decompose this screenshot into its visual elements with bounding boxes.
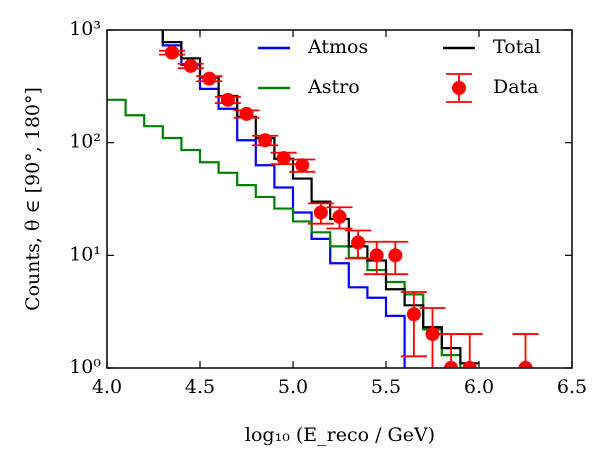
y-tick-label: 10¹ [69, 243, 101, 265]
legend-label: Data [493, 76, 539, 98]
data-point [388, 248, 403, 263]
step-line [161, 30, 406, 368]
data-point [258, 133, 273, 148]
y-axis-label: Counts, θ ∈ [90°, 180°] [22, 87, 44, 311]
data-point [351, 235, 366, 250]
plot-area [107, 30, 539, 368]
x-tick-label: 6.0 [464, 376, 494, 398]
data-point [276, 151, 291, 166]
data-point [202, 71, 217, 86]
data-point [239, 106, 254, 121]
data-point [165, 45, 180, 60]
x-tick-label: 4.5 [185, 376, 215, 398]
y-tick-label: 10⁰ [69, 356, 101, 378]
data-point [295, 158, 310, 173]
y-tick-label: 10² [69, 131, 101, 153]
data-point [518, 361, 533, 368]
data-point [183, 58, 198, 73]
axes-frame [106, 29, 573, 369]
legend-label: Astro [307, 76, 360, 98]
data-point [369, 248, 384, 263]
x-tick-label: 6.5 [557, 376, 587, 398]
data-point [332, 209, 347, 224]
x-tick-label: 4.0 [92, 376, 122, 398]
data-point [444, 361, 459, 368]
data-point [425, 327, 440, 342]
y-tick-label: 10³ [69, 18, 101, 40]
x-tick-label: 5.5 [371, 376, 401, 398]
legend-label: Atmos [307, 36, 368, 58]
data-point [220, 92, 235, 107]
legend-marker [452, 81, 466, 95]
data-point [313, 205, 328, 220]
x-tick-label: 5.0 [278, 376, 308, 398]
data-point [462, 361, 477, 368]
step-line [161, 30, 479, 365]
step-line [107, 98, 462, 368]
legend-label: Total [493, 36, 541, 58]
data-point [406, 307, 421, 322]
x-axis-label: log₁₀ (E_reco / GeV) [245, 424, 435, 446]
